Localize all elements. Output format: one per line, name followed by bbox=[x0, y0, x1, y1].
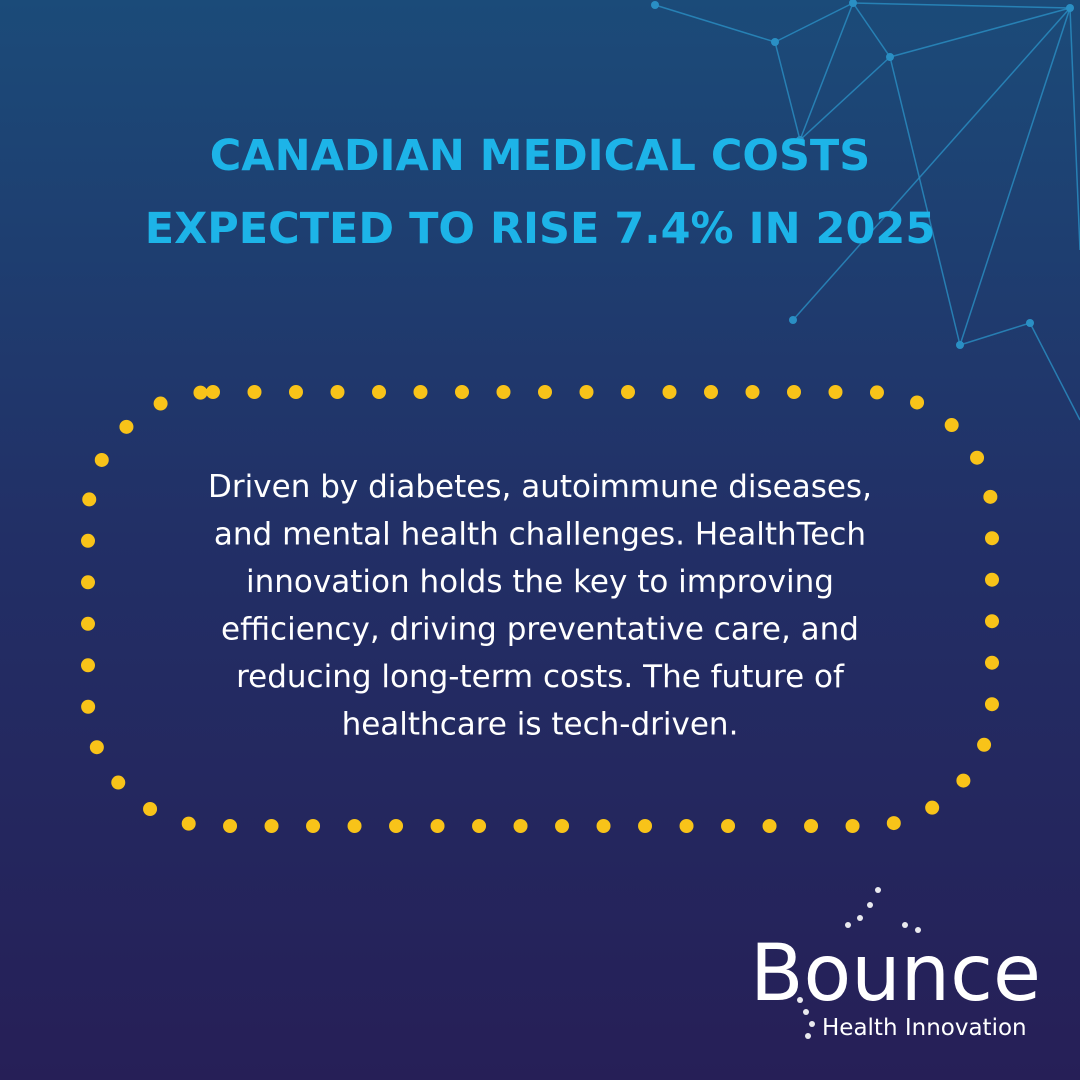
body-line: healthcare is tech-driven. bbox=[342, 707, 739, 743]
logo: Bounce Health Innovation bbox=[750, 887, 1041, 1041]
body-line: and mental health challenges. HealthTech bbox=[214, 517, 866, 553]
title-line: CANADIAN MEDICAL COSTS bbox=[210, 131, 870, 181]
body-line: reducing long-term costs. The future of bbox=[236, 659, 845, 695]
body-text: Driven by diabetes, autoimmune diseases,… bbox=[208, 469, 872, 743]
dotted-frame bbox=[81, 385, 999, 833]
logo-tagline: Health Innovation bbox=[822, 1015, 1027, 1041]
network-decoration bbox=[651, 0, 1080, 421]
body-line: innovation holds the key to improving bbox=[246, 564, 834, 600]
logo-dots bbox=[797, 887, 921, 1039]
body-line: Driven by diabetes, autoimmune diseases, bbox=[208, 469, 872, 505]
body-line: efficiency, driving preventative care, a… bbox=[221, 612, 859, 648]
title-line: EXPECTED TO RISE 7.4% IN 2025 bbox=[145, 204, 935, 254]
logo-name: Bounce bbox=[750, 929, 1041, 1019]
